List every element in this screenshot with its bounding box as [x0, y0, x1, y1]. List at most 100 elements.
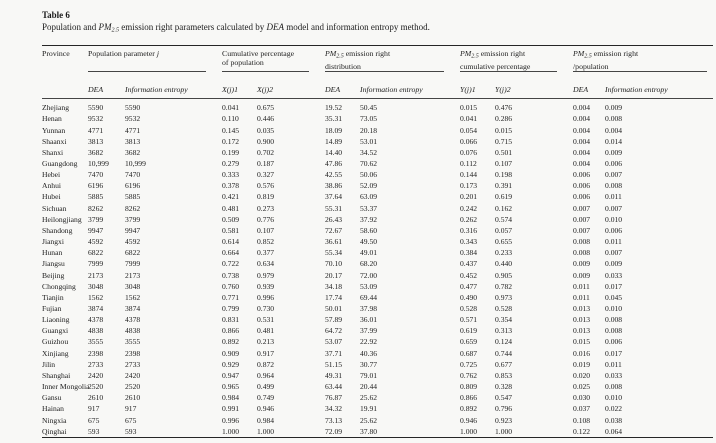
- value-cell: 0.007: [573, 203, 591, 213]
- column-group-line: Population parameter j: [88, 49, 206, 59]
- value-cell: 0.057: [495, 225, 513, 235]
- value-cell: 0.440: [495, 259, 513, 269]
- value-cell: 0.162: [495, 203, 513, 213]
- value-cell: 0.481: [257, 326, 275, 336]
- column-group-line: /population: [573, 62, 707, 72]
- value-cell: 3874: [125, 304, 141, 313]
- value-cell: 0.490: [460, 292, 478, 302]
- table-row: Guangdong 10,999 10,999 0.279 0.187 47.86 70.6…: [42, 158, 713, 169]
- value-cell: 0.991: [222, 404, 240, 414]
- value-cell: 9532: [88, 114, 104, 124]
- value-cell: 2398: [88, 348, 104, 358]
- value-cell: 0.730: [257, 304, 275, 313]
- value-cell: 7999: [88, 259, 104, 269]
- value-cell: 0.008: [605, 181, 623, 191]
- province-cell: Jilin: [42, 359, 56, 369]
- province-cell: Shandong: [42, 225, 73, 235]
- value-cell: 0.929: [222, 359, 240, 369]
- value-cell: 0.659: [460, 337, 478, 347]
- column-group-emission-cumulative: PM2.5 emission right cumulative percentag…: [460, 45, 573, 73]
- value-cell: 0.242: [460, 203, 478, 213]
- value-cell: 36.01: [360, 315, 378, 325]
- value-cell: 9947: [125, 225, 141, 235]
- value-cell: 917: [125, 404, 137, 414]
- province-cell: Fujian: [42, 304, 62, 313]
- value-cell: 0.481: [222, 203, 240, 213]
- value-cell: 0.006: [573, 192, 591, 202]
- value-cell: 37.99: [360, 326, 378, 336]
- value-cell: 0.965: [222, 382, 240, 392]
- province-cell: Tianjin: [42, 292, 64, 302]
- table-header: Province Population parameter j Cumulati…: [42, 45, 714, 100]
- value-cell: 0.722: [222, 259, 240, 269]
- value-cell: 5885: [125, 192, 141, 202]
- value-cell: 19.52: [325, 103, 343, 113]
- value-cell: 0.853: [495, 370, 513, 380]
- value-cell: 20.44: [360, 382, 378, 392]
- value-cell: 917: [88, 404, 100, 414]
- text-segment: Population parameter: [88, 48, 157, 58]
- column-group-line: cumulative percentage: [460, 62, 557, 72]
- value-cell: 0.010: [605, 304, 623, 313]
- value-cell: 0.819: [257, 192, 275, 202]
- value-cell: 7470: [88, 170, 104, 180]
- value-cell: 49.01: [360, 248, 378, 258]
- value-cell: 57.89: [325, 315, 343, 325]
- value-cell: 0.033: [605, 370, 623, 380]
- value-cell: 0.064: [605, 426, 623, 436]
- value-cell: 70.10: [325, 259, 343, 269]
- table-body: Zhejiang 5590 5590 0.041 0.675 19.52 50.45 0.01…: [42, 99, 713, 438]
- value-cell: 0.574: [495, 214, 513, 224]
- value-cell: 0.677: [495, 359, 513, 369]
- value-cell: 0.909: [222, 348, 240, 358]
- value-cell: 14.40: [325, 147, 343, 157]
- table-row: Guizhou 3555 3555 0.892 0.213 53.07 22.92 0.659…: [42, 336, 713, 347]
- value-cell: 0.946: [257, 404, 275, 414]
- table-row: Ningxia 675 675 0.996 0.984 73.13 25.62 0.946 0.…: [42, 415, 713, 426]
- value-cell: 50.45: [360, 103, 378, 113]
- value-cell: 0.892: [460, 404, 478, 414]
- value-cell: 0.531: [257, 315, 275, 325]
- value-cell: 4378: [88, 315, 104, 325]
- header-group-row: Province Population parameter j Cumulati…: [42, 45, 713, 100]
- province-cell: Inner Mongolia: [42, 382, 90, 392]
- value-cell: 37.80: [360, 426, 378, 436]
- value-cell: 0.025: [573, 382, 591, 392]
- value-cell: 51.15: [325, 359, 343, 369]
- province-cell: Heilongjiang: [42, 214, 82, 224]
- value-cell: 0.007: [605, 170, 623, 180]
- value-cell: 0.041: [460, 114, 478, 124]
- value-cell: 0.634: [257, 259, 275, 269]
- province-cell: Sichuan: [42, 203, 67, 213]
- value-cell: 0.946: [460, 415, 478, 425]
- value-cell: 7999: [125, 259, 141, 269]
- value-cell: 3555: [125, 337, 141, 347]
- table-row: Heilongjiang 3799 3799 0.509 0.776 26.43 37.92…: [42, 214, 713, 225]
- column-header-dea-distribution: DEA: [325, 72, 360, 100]
- value-cell: 2420: [88, 370, 104, 380]
- table-row: Shandong 9947 9947 0.581 0.107 72.67 58.60 0.31…: [42, 225, 713, 236]
- value-cell: 53.09: [360, 281, 378, 291]
- column-group-emission-distribution: PM2.5 emission right distribution: [325, 45, 460, 73]
- value-cell: 42.55: [325, 170, 343, 180]
- table-row: Tianjin 1562 1562 0.771 0.996 17.74 69.44 0.490…: [42, 292, 713, 303]
- value-cell: 675: [125, 415, 137, 425]
- value-cell: 0.038: [605, 415, 623, 425]
- value-cell: 0.760: [222, 281, 240, 291]
- value-cell: 1.000: [257, 426, 275, 436]
- column-group-population-parameter: Population parameter j: [88, 45, 222, 73]
- value-cell: 0.571: [460, 315, 478, 325]
- column-header-x2: X(j)2: [257, 72, 325, 100]
- value-cell: 68.20: [360, 259, 378, 269]
- value-cell: 37.71: [325, 348, 343, 358]
- value-cell: 0.762: [460, 370, 478, 380]
- value-cell: 2420: [125, 370, 141, 380]
- value-cell: 0.199: [222, 147, 240, 157]
- value-cell: 0.006: [573, 181, 591, 191]
- value-cell: 5590: [88, 103, 104, 113]
- value-cell: 0.011: [605, 192, 622, 202]
- table-row: Sichuan 8262 8262 0.481 0.273 55.31 53.37 0.242…: [42, 203, 713, 214]
- value-cell: 0.675: [257, 103, 275, 113]
- value-cell: 25.62: [360, 415, 378, 425]
- province-cell: Liaoning: [42, 315, 70, 325]
